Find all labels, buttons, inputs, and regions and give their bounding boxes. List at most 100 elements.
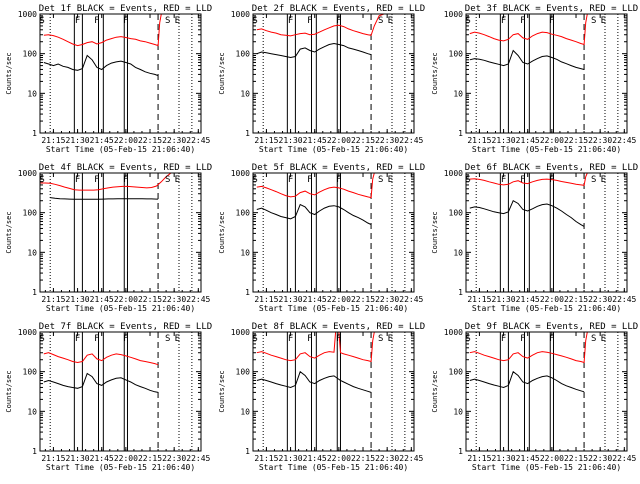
- y-tick-label: 100: [236, 50, 251, 59]
- y-tick-label: 1: [458, 288, 463, 297]
- marker-label: S: [252, 334, 257, 344]
- chart-panel-7: Det 7f BLACK = Events, RED = LLD Counts/s…: [5, 322, 212, 472]
- y-axis-label: Counts/sec: [5, 52, 13, 94]
- x-axis-label: Start Time (05-Feb-15 21:06:40): [46, 304, 195, 313]
- x-tick-label: 21:45: [516, 136, 540, 145]
- marker-label: S: [465, 175, 470, 185]
- plot-area: [469, 173, 619, 292]
- x-tick-label: 22:30: [375, 136, 399, 145]
- x-tick-label: 22:45: [399, 454, 423, 463]
- y-tick-label: 10: [240, 89, 250, 98]
- series-events-black: [469, 370, 585, 393]
- x-tick-label: 21:45: [90, 454, 114, 463]
- marker-label: F: [307, 16, 312, 26]
- marker-label: S: [39, 334, 44, 344]
- x-tick-label: 21:45: [303, 295, 327, 304]
- x-tick-label: 22:15: [351, 295, 375, 304]
- series-lld-red: [43, 352, 159, 366]
- x-axis-label: Start Time (05-Feb-15 21:06:40): [472, 304, 621, 313]
- y-tick-label: 1000: [444, 169, 463, 178]
- plot-area: [256, 332, 406, 451]
- x-tick-label: 21:30: [492, 454, 516, 463]
- x-tick-label: 22:30: [588, 295, 612, 304]
- plot-frame: [252, 331, 415, 452]
- x-tick-label: 21:45: [90, 295, 114, 304]
- y-tick-label: 1000: [231, 328, 250, 337]
- y-tick-label: 1000: [18, 328, 37, 337]
- chart-panel-8: Det 8f BLACK = Events, RED = LLD Counts/s…: [218, 322, 425, 472]
- x-tick-label: 22:00: [114, 454, 138, 463]
- x-tick-label: 22:30: [375, 454, 399, 463]
- plot-frame: [252, 172, 415, 293]
- y-tick-label: 1000: [444, 328, 463, 337]
- marker-label: S: [39, 175, 44, 185]
- chart-title: Det 9f BLACK = Events, RED = LLD: [465, 322, 638, 332]
- marker-label: S: [378, 175, 383, 185]
- y-tick-label: 1: [32, 288, 37, 297]
- y-tick-label: 10: [453, 248, 463, 257]
- x-tick-label: 22:00: [540, 136, 564, 145]
- series-events-black: [256, 42, 372, 59]
- y-tick-label: 1: [32, 447, 37, 456]
- x-axis-label: Start Time (05-Feb-15 21:06:40): [259, 304, 408, 313]
- chart-panel-9: Det 9f BLACK = Events, RED = LLD Counts/s…: [431, 322, 638, 472]
- chart-title: Det 8f BLACK = Events, RED = LLD: [252, 322, 425, 332]
- marker-label: F: [336, 16, 341, 26]
- x-tick-label: 22:30: [588, 136, 612, 145]
- x-tick-label: 21:15: [254, 295, 278, 304]
- x-axis-label: Start Time (05-Feb-15 21:06:40): [472, 145, 621, 154]
- y-tick-label: 1000: [18, 169, 37, 178]
- marker-label: E: [175, 175, 180, 185]
- marker-label: E: [601, 334, 606, 344]
- marker-label: F: [94, 175, 99, 185]
- marker-label: F: [75, 16, 80, 26]
- y-tick-label: 10: [240, 407, 250, 416]
- series-events-black: [256, 203, 372, 226]
- y-tick-label: 1000: [231, 10, 250, 19]
- marker-label: F: [336, 334, 341, 344]
- marker-label: F: [75, 175, 80, 185]
- series-lld-red: [43, 14, 162, 47]
- marker-label: F: [501, 175, 506, 185]
- y-tick-label: 1: [245, 288, 250, 297]
- x-tick-label: 22:45: [612, 295, 636, 304]
- y-axis-label: Counts/sec: [218, 52, 226, 94]
- marker-label: E: [388, 16, 393, 26]
- x-tick-label: 22:00: [327, 454, 351, 463]
- marker-label: F: [549, 334, 554, 344]
- x-axis-label: Start Time (05-Feb-15 21:06:40): [259, 145, 408, 154]
- y-axis-label: Counts/sec: [218, 370, 226, 412]
- x-axis-label: Start Time (05-Feb-15 21:06:40): [472, 463, 621, 472]
- marker-label: F: [94, 334, 99, 344]
- x-tick-label: 22:00: [540, 454, 564, 463]
- x-tick-label: 21:15: [467, 295, 491, 304]
- x-tick-label: 21:45: [516, 295, 540, 304]
- x-tick-label: 22:15: [351, 136, 375, 145]
- plot-area: [40, 173, 193, 292]
- x-tick-label: 21:30: [66, 295, 90, 304]
- x-tick-label: 22:30: [162, 136, 186, 145]
- x-tick-label: 22:30: [162, 295, 186, 304]
- x-tick-label: 22:15: [138, 295, 162, 304]
- plot-area: [256, 173, 406, 292]
- chart-panel-5: Det 5f BLACK = Events, RED = LLD Counts/s…: [218, 163, 425, 313]
- x-tick-label: 22:45: [612, 136, 636, 145]
- marker-label: E: [175, 334, 180, 344]
- x-axis-label: Start Time (05-Feb-15 21:06:40): [46, 145, 195, 154]
- x-tick-label: 21:45: [303, 136, 327, 145]
- chart-title: Det 2f BLACK = Events, RED = LLD: [252, 4, 425, 14]
- marker-label: S: [165, 16, 170, 26]
- plot-frame: [39, 13, 202, 134]
- x-tick-label: 22:30: [162, 454, 186, 463]
- series-events-black: [43, 54, 159, 77]
- y-axis-label: Counts/sec: [218, 211, 226, 253]
- marker-label: E: [175, 16, 180, 26]
- series-events-black: [256, 370, 372, 393]
- chart-panel-2: Det 2f BLACK = Events, RED = LLD Counts/s…: [218, 4, 425, 154]
- x-tick-label: 22:00: [540, 295, 564, 304]
- x-tick-label: 22:15: [564, 136, 588, 145]
- y-tick-label: 10: [27, 248, 37, 257]
- marker-label: S: [591, 175, 596, 185]
- x-tick-label: 22:00: [327, 295, 351, 304]
